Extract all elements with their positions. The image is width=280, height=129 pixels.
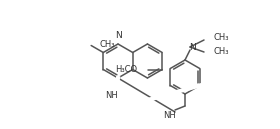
Text: CH₃: CH₃ <box>214 34 230 42</box>
Text: N: N <box>190 42 196 51</box>
Text: NH: NH <box>163 111 175 119</box>
Text: NH: NH <box>105 91 117 100</box>
Text: H₃CO: H₃CO <box>115 65 137 74</box>
Text: CH₃: CH₃ <box>214 47 230 57</box>
Text: CH₃: CH₃ <box>99 40 115 49</box>
Text: N: N <box>115 31 121 40</box>
